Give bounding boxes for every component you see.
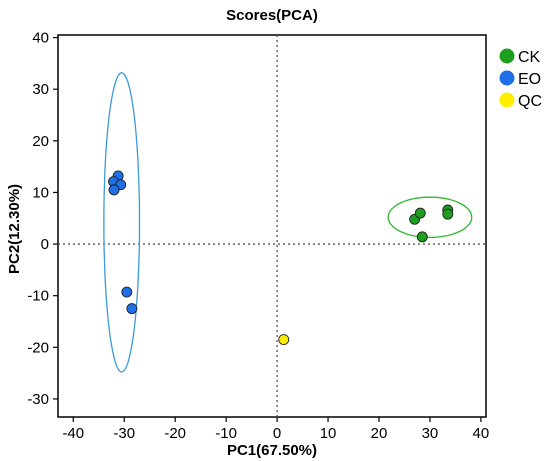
legend-label-qc: QC: [518, 93, 542, 110]
y-tick-label: 0: [41, 236, 49, 253]
chart-title: Scores(PCA): [226, 7, 318, 24]
data-point-qc: [278, 334, 290, 346]
x-tick-label: -30: [113, 425, 135, 442]
y-tick-label: 10: [32, 184, 49, 201]
y-axis-title: PC2(12.30%): [6, 184, 23, 274]
x-tick-label: -10: [215, 425, 237, 442]
legend-marker-eo: [499, 70, 515, 86]
legend-marker-qc: [499, 92, 515, 108]
data-point-ck: [442, 208, 454, 220]
data-point-ck: [414, 207, 426, 219]
y-tick-label: 30: [32, 81, 49, 98]
legend: CK EO QC: [499, 48, 542, 110]
y-tick-label: 20: [32, 133, 49, 150]
y-tick-label: -10: [27, 288, 49, 305]
plot-frame: [57, 34, 487, 418]
x-tick-label: 10: [320, 425, 337, 442]
y-tick-label: -20: [27, 339, 49, 356]
confidence-ellipse-ck: [387, 196, 473, 239]
y-tick-label: 40: [32, 30, 49, 47]
x-tick-label: 0: [273, 425, 281, 442]
legend-label-ck: CK: [518, 49, 541, 66]
x-axis-title: PC1(67.50%): [227, 442, 317, 459]
x-tick-label: 20: [371, 425, 388, 442]
legend-marker-ck: [499, 48, 515, 64]
x-tick-label: -40: [62, 425, 84, 442]
data-point-eo: [108, 184, 120, 196]
legend-label-eo: EO: [518, 71, 541, 88]
x-tick-label: 40: [473, 425, 490, 442]
x-tick-label: 30: [422, 425, 439, 442]
x-tick-label: -20: [164, 425, 186, 442]
data-point-eo: [121, 286, 133, 298]
data-point-eo: [126, 303, 138, 315]
y-tick-label: -30: [27, 391, 49, 408]
data-point-ck: [416, 231, 428, 243]
plot-area: -40 -30 -20 -10 0 10 20 30 40 -30 -20 -10 0 10 20 30 40: [27, 30, 489, 442]
confidence-ellipse-eo: [103, 72, 141, 373]
